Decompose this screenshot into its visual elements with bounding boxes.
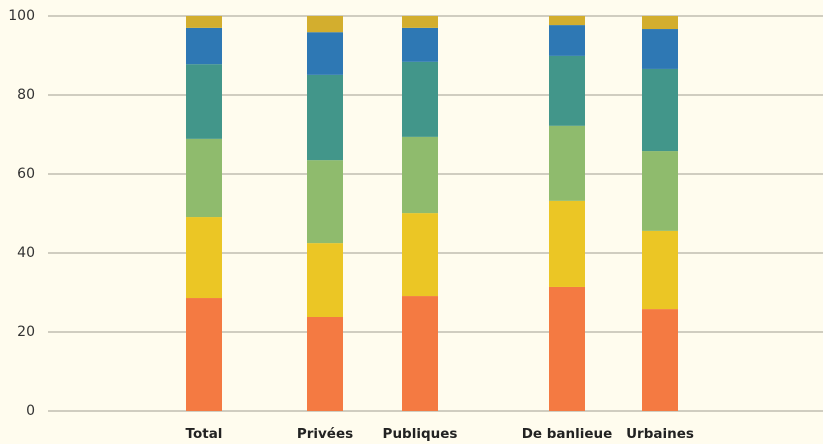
bar-segment: [642, 68, 678, 152]
bar-segment: [402, 136, 438, 214]
bar-segment: [549, 16, 585, 26]
bar-segment: [402, 27, 438, 62]
y-tick-label: 100: [8, 8, 35, 24]
bar-segment: [307, 32, 343, 75]
y-tick-label: 20: [17, 324, 35, 340]
bar-segment: [186, 138, 222, 218]
bar-segment: [549, 286, 585, 411]
bar-segment: [402, 213, 438, 297]
y-tick-label: 80: [17, 87, 35, 103]
bar-segment: [307, 16, 343, 33]
y-tick-label: 0: [26, 403, 35, 419]
y-tick-label: 60: [17, 166, 35, 182]
x-tick-label: Privées: [297, 426, 353, 442]
bar-segment: [549, 25, 585, 56]
bar-segment: [186, 64, 222, 139]
bar-segment: [549, 125, 585, 201]
bar-segment: [402, 296, 438, 411]
bar-segment: [186, 217, 222, 299]
bar-segment: [642, 230, 678, 310]
bar-segment: [307, 74, 343, 161]
y-tick-label: 40: [17, 245, 35, 261]
bar-segment: [402, 61, 438, 137]
bar-segment: [642, 16, 678, 30]
bar-segment: [642, 29, 678, 69]
bar-segment: [642, 309, 678, 411]
bar-segment: [402, 16, 438, 28]
bar-segment: [307, 243, 343, 317]
bar-segment: [186, 16, 222, 28]
bar-segment: [549, 55, 585, 126]
bar-segment: [186, 27, 222, 65]
x-tick-label: Total: [186, 426, 223, 442]
bar-segment: [307, 316, 343, 411]
bar-segment: [186, 298, 222, 411]
x-tick-label: Publiques: [383, 426, 458, 442]
x-tick-label: Urbaines: [626, 426, 694, 442]
bar-segment: [642, 151, 678, 231]
x-tick-label: De banlieue: [522, 426, 613, 442]
bar-segment: [307, 160, 343, 244]
bar-segment: [549, 200, 585, 287]
